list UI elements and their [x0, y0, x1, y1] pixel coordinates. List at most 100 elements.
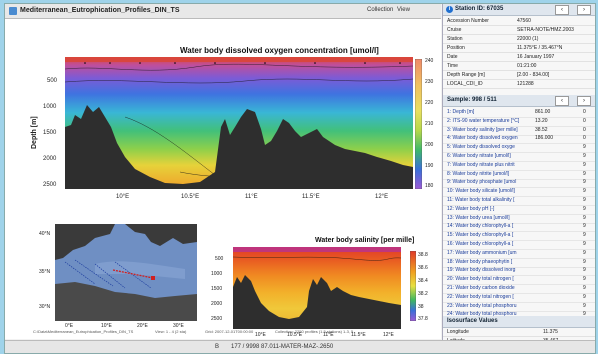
sample-row[interactable]: 14: Water body chlorophyll-a [9 — [443, 222, 595, 233]
footer-collection: Collection: 2250 profiles (1.5 stations)… — [275, 329, 354, 334]
sample-next-button[interactable]: › — [577, 96, 591, 106]
sample-row[interactable]: 1: Depth [m] 861.00 0 — [443, 108, 595, 118]
cb1-tick-5: 190 — [425, 163, 434, 169]
sample-row-label: 10: Water body silicate [umol/l] — [447, 188, 515, 195]
station-row-key: Accession Number — [447, 18, 489, 24]
s2-ytick-2000: 2000 — [211, 301, 223, 307]
sample-row-label: 13: Water body urea [umol/l] — [447, 214, 510, 221]
status-bar: B 177 / 9998 87.011-MATER-MAZ-.2650 — [5, 340, 595, 353]
app-window: Mediterranean_Eutrophication_Profiles_DI… — [4, 3, 596, 354]
sample-row-label: 18: Water body phaeophytin [ — [447, 258, 513, 265]
s1-ytick-500: 500 — [47, 78, 58, 84]
isosurface-row-key: Longitude — [447, 329, 469, 335]
sample-row-quality: 9 — [583, 249, 586, 256]
sample-prev-button[interactable]: ‹ — [555, 96, 569, 106]
sample-row-label: 5: Water body dissolved oxyge — [447, 144, 515, 151]
sample-row-value: 13.20 — [535, 117, 548, 124]
station-row: LOCAL_CDI_ID 121288 — [443, 80, 595, 89]
sample-row[interactable]: 18: Water body phaeophytin [9 — [443, 258, 595, 268]
cb2-tick-1: 38.6 — [418, 265, 428, 271]
section2-colorbar — [410, 251, 416, 321]
footer-view: View: 1 - 4 (2 sta) — [155, 329, 187, 334]
map-shelf — [95, 261, 185, 279]
sample-row[interactable]: 23: Water body total phosphoru 9 — [443, 302, 595, 312]
s1-xtick-0: 10°E — [116, 194, 130, 200]
sample-row-label: 3: Water body salinity [per mille] — [447, 126, 518, 133]
station-row: Depth Range [m] [2.00 - 834.00] — [443, 71, 595, 80]
sample-row-quality: 9 — [583, 170, 586, 177]
sample-row[interactable]: 11: Water body total alkalinity [9 — [443, 196, 595, 206]
station-row: Station 22000 (1) — [443, 35, 595, 44]
sample-row[interactable]: 13: Water body urea [umol/l] 9 — [443, 214, 595, 224]
station-prev-button[interactable]: ‹ — [555, 5, 569, 15]
sample-row[interactable]: 19: Water body dissolved inorg 9 — [443, 266, 595, 277]
isosurface-panel-header: Isosurface Values — [443, 316, 595, 328]
sample-row[interactable]: 5: Water body dissolved oxyge 9 — [443, 143, 595, 154]
isosurface-row: Latitude 35.467 — [443, 337, 595, 340]
sample-row-quality: 9 — [583, 232, 586, 239]
app-icon — [9, 7, 17, 15]
isosurface-row-value: 35.467 — [543, 337, 558, 340]
isosurface-row-value: 11.375 — [543, 329, 558, 335]
map-tracks — [64, 259, 152, 289]
oxygen-surface-band — [65, 57, 413, 62]
sample-row[interactable]: 10: Water body silicate [umol/l] 9 — [443, 187, 595, 198]
station-panel-title: Station ID: 67035 — [455, 6, 504, 12]
sample-row-label: 12: Water body pH [-] — [447, 205, 495, 212]
sample-row[interactable]: 4: Water body dissolved oxygen 186.000 0 — [443, 134, 595, 145]
s1-xtick-2: 11°E — [245, 194, 258, 200]
sample-row-label: 2: ITS-90 water temperature [°C] — [447, 117, 520, 124]
sample-panel-header: Sample: 998 / 511 ‹ › — [443, 95, 595, 107]
sample-row-quality: 9 — [583, 179, 586, 186]
cb1-tick-3: 210 — [425, 121, 434, 127]
sample-row-label: 23: Water body total phosphoru — [447, 302, 517, 309]
sample-row-quality: 9 — [583, 293, 586, 300]
footer-grid: Grid: 2007-12-01T00:00:00 — [205, 329, 254, 334]
sample-row[interactable]: 8: Water body nitrite [umol/l] 9 — [443, 170, 595, 180]
sample-row[interactable]: 21: Water body carbon dioxide 9 — [443, 284, 595, 294]
sample-row-quality: 9 — [583, 144, 586, 151]
station-map[interactable] — [55, 224, 197, 321]
sample-row[interactable]: 12: Water body pH [-] 9 — [443, 205, 595, 215]
sample-row[interactable]: 2: ITS-90 water temperature [°C] 13.20 0 — [443, 117, 595, 127]
sample-row[interactable]: 20: Water body total nitrogen [9 — [443, 275, 595, 286]
title-bar: Mediterranean_Eutrophication_Profiles_DI… — [5, 4, 441, 19]
station-row-key: Position — [447, 45, 465, 51]
sample-row[interactable]: 7: Water body nitrate plus nitrit 9 — [443, 161, 595, 171]
s2-xtick-0: 10°E — [255, 332, 266, 338]
sample-row[interactable]: 6: Water body nitrate [umol/l] 9 — [443, 152, 595, 162]
s2-xtick-4: 12°E — [383, 332, 394, 338]
sample-row-quality: 9 — [583, 223, 586, 230]
menu-view[interactable]: View — [397, 7, 410, 13]
cb1-tick-1: 230 — [425, 79, 434, 85]
sample-row-quality: 0 — [583, 135, 586, 142]
menu-collection[interactable]: Collection — [367, 7, 394, 13]
station-row: Date 16 January 1997 — [443, 53, 595, 62]
cb2-tick-3: 38.2 — [418, 291, 428, 297]
station-next-button[interactable]: › — [577, 5, 591, 15]
sample-row[interactable]: 22: Water body total nitrogen [9 — [443, 293, 595, 303]
sample-row-quality: 9 — [583, 302, 586, 309]
oxygen-contour-2 — [65, 78, 413, 84]
sample-row[interactable]: 3: Water body salinity [per mille] 38.52 0 — [443, 126, 595, 136]
sample-row-quality: 0 — [583, 126, 586, 133]
sample-row[interactable]: 17: Water body ammonium [um 9 — [443, 249, 595, 259]
sample-row-label: 7: Water body nitrate plus nitrit — [447, 161, 515, 168]
plot-canvas[interactable]: Water body dissolved oxygen concentratio… — [5, 19, 441, 339]
cb1-tick-2: 220 — [425, 100, 434, 106]
info-panel: i Station ID: 67035 ‹ › Accession Number… — [442, 4, 595, 340]
sample-row-label: 17: Water body ammonium [um — [447, 249, 517, 256]
sample-row[interactable]: 15: Water body chlorophyll-a [9 — [443, 231, 595, 242]
sample-row-quality: 9 — [583, 311, 586, 318]
section2-plot[interactable] — [233, 247, 401, 329]
cb2-tick-2: 38.4 — [418, 278, 428, 284]
sample-row[interactable]: 9: Water body phosphate [umol 9 — [443, 178, 595, 189]
station-row-value: SETRA-NOTE/HMZ.2003 — [517, 27, 574, 33]
station-panel-header: i Station ID: 67035 ‹ › — [443, 4, 595, 16]
s2-ytick-500: 500 — [215, 256, 224, 262]
section1-plot[interactable] — [65, 57, 413, 189]
sample-row-quality: 9 — [583, 161, 586, 168]
station-row-key: Station — [447, 36, 463, 42]
sample-row[interactable]: 16: Water body chlorophyll-a [9 — [443, 240, 595, 250]
station-row-value: 11.375°E / 35.467°N — [517, 45, 563, 51]
